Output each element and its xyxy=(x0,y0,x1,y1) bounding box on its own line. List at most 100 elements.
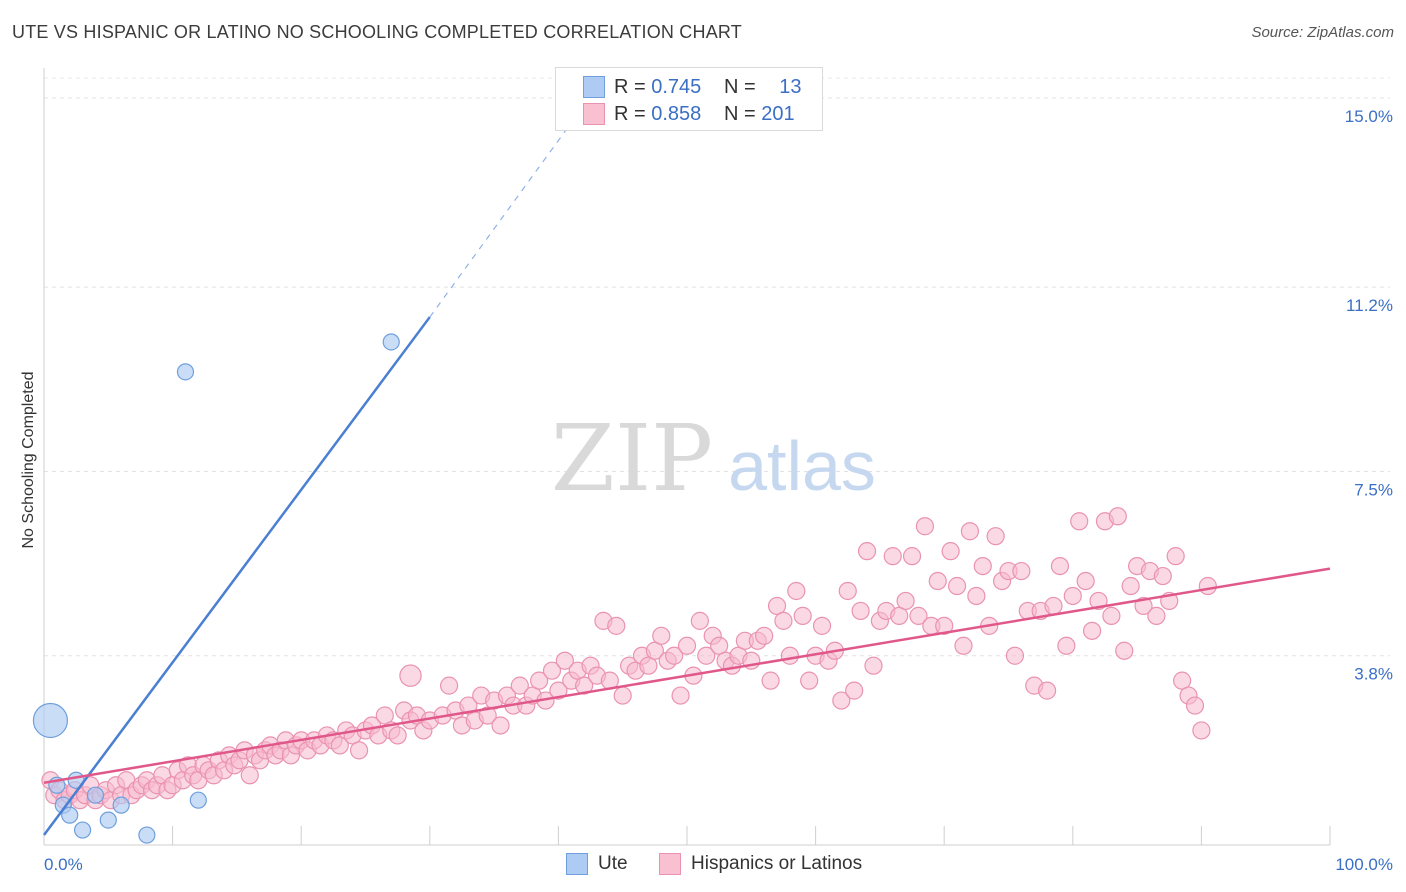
hisp-point xyxy=(399,664,422,687)
hisp-point xyxy=(838,581,857,601)
trend-lines xyxy=(42,122,1331,836)
hisp-point xyxy=(947,576,967,596)
hisp-point xyxy=(375,706,394,725)
ute-point xyxy=(61,806,79,824)
gridlines xyxy=(44,77,1390,657)
hisp-point xyxy=(896,591,915,611)
hisp-point xyxy=(645,641,664,660)
hisp-point xyxy=(845,681,864,700)
hisp-point xyxy=(787,581,806,601)
hisp-point xyxy=(690,611,709,630)
hisp-point xyxy=(890,606,909,625)
x-tick-label: 100.0% xyxy=(1335,855,1393,874)
hisp-point xyxy=(1102,606,1121,625)
hisp-point xyxy=(883,547,902,566)
hisp-point xyxy=(1044,596,1063,616)
hisp-point xyxy=(1005,646,1025,665)
y-tick-label: 3.8% xyxy=(1354,665,1393,684)
hisp-point xyxy=(607,616,626,635)
hisp-point xyxy=(1185,696,1205,715)
ute-trend-extension xyxy=(429,122,572,318)
hisp-point xyxy=(459,696,478,715)
ute-point xyxy=(86,786,105,804)
hisp-point xyxy=(909,606,928,625)
hisp-point xyxy=(954,636,973,655)
ute-point xyxy=(73,821,92,839)
hisp-point xyxy=(697,646,716,665)
hisp-point xyxy=(1134,596,1153,616)
hisp-point xyxy=(1050,556,1070,576)
hisp-point xyxy=(1012,561,1031,581)
hisp-point xyxy=(774,611,793,630)
legend-swatch-hisp xyxy=(583,103,605,125)
ute-point xyxy=(382,333,400,351)
hisp-point xyxy=(530,671,549,690)
hisp-point xyxy=(613,686,632,705)
hisp-point xyxy=(761,671,780,690)
hisp-point xyxy=(800,671,819,690)
hisp-point xyxy=(928,571,947,591)
hisp-point xyxy=(665,646,684,665)
hisp-point xyxy=(349,741,369,760)
hisp-point xyxy=(1057,636,1076,655)
hisp-trend-line xyxy=(43,567,1331,784)
y-axis-label-wrap: No Schooling Completed xyxy=(16,300,42,620)
y-axis-label: No Schooling Completed xyxy=(20,371,37,549)
bottom-legend-label-ute: Ute xyxy=(598,853,628,874)
hisp-point xyxy=(832,691,851,710)
hisp-point xyxy=(1147,606,1166,625)
hisp-point xyxy=(1115,641,1134,660)
watermark: ZIP atlas xyxy=(551,405,876,512)
hisp-point xyxy=(510,676,529,695)
hisp-point xyxy=(542,661,562,680)
hisp-point xyxy=(491,716,510,735)
hisp-point xyxy=(857,542,877,561)
hisp-point xyxy=(549,681,568,700)
hisp-point xyxy=(793,606,812,625)
legend-swatch-ute xyxy=(583,76,605,98)
ute-trend-line xyxy=(42,316,431,836)
hisp-point xyxy=(935,616,954,635)
ute-point xyxy=(112,796,130,814)
bottom-legend-ute: Ute xyxy=(566,852,628,876)
hisp-point xyxy=(555,651,574,670)
hisp-point xyxy=(755,626,774,645)
hisp-point xyxy=(902,547,922,566)
x-tick-label: 0.0% xyxy=(44,855,83,874)
hisp-point xyxy=(1173,671,1192,690)
hisp-point xyxy=(1063,586,1082,606)
hisp-point xyxy=(710,636,729,655)
bottom-legend-swatch-hisp xyxy=(659,853,681,875)
hisp-point xyxy=(1166,547,1185,566)
y-tick-label: 7.5% xyxy=(1354,480,1393,499)
hisp-point xyxy=(1082,621,1102,640)
hisp-point xyxy=(1076,571,1095,591)
x-tick-labels: 0.0% 100.0% xyxy=(44,855,1393,874)
y-tick-label: 11.2% xyxy=(1346,296,1393,315)
hisp-point xyxy=(671,686,690,705)
hisp-point xyxy=(864,656,883,675)
hisp-point xyxy=(478,706,497,725)
chart-title: UTE VS HISPANIC OR LATINO NO SCHOOLING C… xyxy=(12,22,742,42)
series-hispanics xyxy=(41,507,1217,810)
hisp-point xyxy=(986,527,1005,546)
ute-point xyxy=(176,363,195,381)
hisp-point xyxy=(1192,721,1211,740)
legend-r-ute: R = 0.745 xyxy=(614,75,702,98)
hisp-point xyxy=(1108,507,1127,526)
bottom-legend-label-hisp: Hispanics or Latinos xyxy=(691,853,863,874)
hisp-point xyxy=(780,646,799,665)
watermark-atlas: atlas xyxy=(728,427,876,505)
y-tick-label: 15.0% xyxy=(1345,107,1393,126)
hisp-point xyxy=(973,556,992,576)
series-ute xyxy=(32,333,400,844)
hisp-point xyxy=(767,596,787,616)
watermark-zip: ZIP xyxy=(551,405,713,512)
hisp-point xyxy=(652,626,671,645)
legend-n-ute: N = 13 xyxy=(724,75,802,98)
ute-point xyxy=(99,811,117,829)
hisp-point xyxy=(960,522,980,541)
hisp-point xyxy=(1198,576,1217,596)
hisp-point xyxy=(1153,566,1172,586)
